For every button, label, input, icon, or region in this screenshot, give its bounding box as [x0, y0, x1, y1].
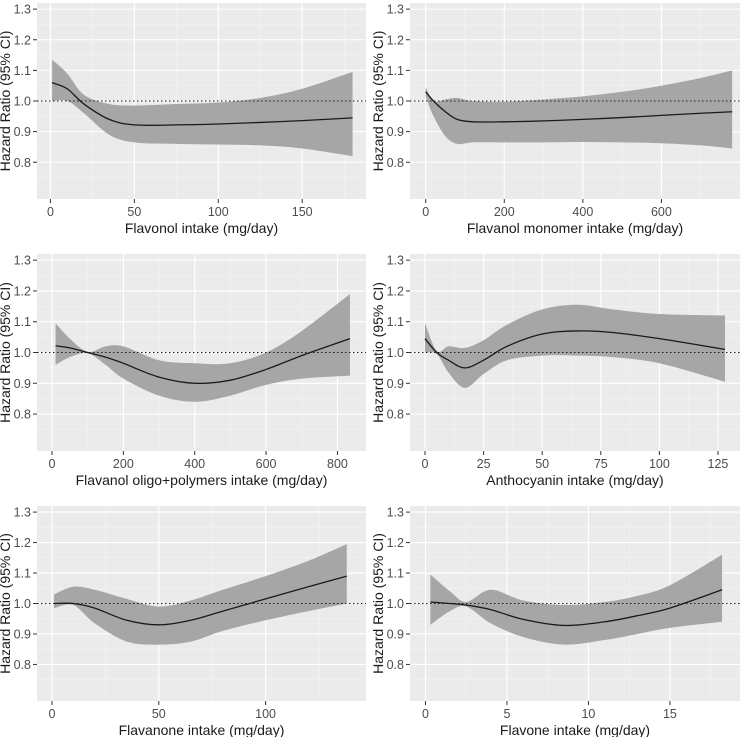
hazard-ratio-line: [424, 330, 726, 369]
y-tick-label: 1.3: [387, 506, 404, 520]
chart-panel-3: 0 200 400 600 800 0.8 0.9 1.0 1.1 1.2 1.3 Flavanol …: [0, 254, 366, 488]
hazard-ratio-line: [51, 82, 353, 126]
y-tick-label: 0.9: [387, 125, 404, 139]
x-tick-label: 50: [127, 205, 141, 219]
x-tick-label: 100: [255, 707, 276, 721]
y-tick-label: 1.2: [14, 33, 31, 47]
confidence-band: [430, 554, 723, 645]
y-tick-label: 1.1: [14, 315, 31, 329]
x-tick-label: 15: [663, 707, 677, 721]
x-tick-label: 75: [594, 457, 608, 471]
x-tick-label: 100: [208, 205, 229, 219]
y-axis-title: Hazard Ratio (95% CI): [370, 31, 386, 172]
chart-panel-4: 0 25 50 75 100 125 0.8 0.9 1.0 1.1 1.2 1.3 Anthocyan…: [370, 254, 740, 488]
y-tick-label: 1.3: [14, 506, 31, 520]
plot-area: [410, 304, 740, 388]
chart-panel-2: 0 200 400 600 0.8 0.9 1.0 1.1 1.2 1.3 Flavanol mon…: [370, 3, 740, 236]
chart-panel-1: 0 50 100 150 0.8 0.9 1.0 1.1 1.2 1.3 Flavonol inta…: [0, 3, 366, 236]
y-tick-label: 1.0: [387, 346, 404, 360]
y-tick-label: 1.2: [387, 284, 404, 298]
x-tick-label: 25: [477, 457, 491, 471]
y-axis-title: Hazard Ratio (95% CI): [370, 282, 386, 423]
plot-area: [410, 70, 740, 149]
x-tick-label: 5: [503, 707, 510, 721]
plot-area: [410, 554, 740, 645]
x-tick-label: 0: [422, 205, 429, 219]
confidence-band: [54, 544, 347, 645]
y-tick-label: 0.9: [387, 627, 404, 641]
y-tick-label: 0.9: [14, 377, 31, 391]
y-tick-label: 1.0: [14, 346, 31, 360]
x-tick-label: 10: [581, 707, 595, 721]
chart-panel-5: 0 50 100 0.8 0.9 1.0 1.1 1.2 1.3 Flavanone intake…: [0, 506, 366, 737]
y-tick-label: 1.3: [387, 3, 404, 17]
y-axis-title: Hazard Ratio (95% CI): [0, 282, 13, 423]
plot-area: [37, 59, 366, 157]
confidence-band: [425, 304, 725, 388]
y-tick-label: 1.2: [387, 33, 404, 47]
x-tick-label: 125: [708, 457, 729, 471]
y-tick-label: 0.8: [14, 408, 31, 422]
y-tick-label: 1.2: [14, 284, 31, 298]
y-tick-label: 1.2: [14, 536, 31, 550]
x-tick-label: 50: [152, 707, 166, 721]
x-tick-label: 400: [572, 205, 593, 219]
hazard-ratio-line: [54, 575, 347, 626]
x-tick-label: 200: [494, 205, 515, 219]
y-axis-title: Hazard Ratio (95% CI): [0, 533, 13, 674]
y-tick-label: 1.1: [387, 64, 404, 78]
y-tick-label: 0.8: [14, 156, 31, 170]
y-tick-label: 1.3: [14, 254, 31, 268]
x-tick-label: 0: [422, 707, 429, 721]
y-tick-label: 0.9: [14, 627, 31, 641]
y-tick-label: 1.0: [387, 95, 404, 109]
y-tick-label: 0.9: [14, 125, 31, 139]
x-axis-title: Anthocyanin intake (mg/day): [486, 472, 663, 488]
plot-area: [37, 294, 366, 402]
y-tick-label: 0.8: [14, 658, 31, 672]
y-tick-label: 1.0: [14, 597, 31, 611]
y-tick-label: 0.8: [387, 156, 404, 170]
y-axis-title: Hazard Ratio (95% CI): [370, 533, 386, 674]
confidence-band: [52, 59, 353, 157]
y-tick-label: 1.0: [387, 597, 404, 611]
x-axis-title: Flavanone intake (mg/day): [119, 722, 285, 737]
hazard-ratio-line: [55, 338, 351, 385]
x-tick-label: 600: [256, 457, 277, 471]
y-tick-label: 1.0: [14, 95, 31, 109]
x-axis-title: Flavanol monomer intake (mg/day): [467, 220, 683, 236]
x-tick-label: 200: [113, 457, 134, 471]
confidence-band: [55, 294, 350, 402]
y-tick-label: 1.3: [14, 3, 31, 17]
x-tick-label: 0: [47, 205, 54, 219]
x-tick-label: 800: [327, 457, 348, 471]
hazard-ratio-line: [430, 589, 723, 627]
x-tick-label: 50: [535, 457, 549, 471]
x-axis-title: Flavanol oligo+polymers intake (mg/day): [76, 472, 328, 488]
hazard-ratio-line: [425, 91, 733, 123]
y-axis-title: Hazard Ratio (95% CI): [0, 31, 13, 172]
y-tick-label: 1.1: [14, 567, 31, 581]
x-axis-title: Flavonol intake (mg/day): [125, 220, 278, 236]
plot-area: [37, 544, 366, 645]
y-tick-label: 1.1: [387, 315, 404, 329]
x-tick-label: 0: [48, 707, 55, 721]
x-axis-title: Flavone intake (mg/day): [500, 722, 650, 737]
y-tick-label: 1.1: [14, 64, 31, 78]
x-tick-label: 100: [649, 457, 670, 471]
x-tick-label: 400: [184, 457, 205, 471]
x-tick-label: 0: [422, 457, 429, 471]
x-tick-label: 600: [651, 205, 672, 219]
x-tick-label: 0: [49, 457, 56, 471]
confidence-band: [425, 70, 733, 149]
x-tick-label: 150: [292, 205, 313, 219]
y-tick-label: 1.1: [387, 567, 404, 581]
y-tick-label: 0.8: [387, 658, 404, 672]
chart-panel-6: 0 5 10 15 0.8 0.9 1.0 1.1 1.2 1.3 Flavone intake (…: [370, 506, 740, 737]
y-tick-label: 0.8: [387, 408, 404, 422]
y-tick-label: 1.3: [387, 254, 404, 268]
y-tick-label: 0.9: [387, 377, 404, 391]
y-tick-label: 1.2: [387, 536, 404, 550]
